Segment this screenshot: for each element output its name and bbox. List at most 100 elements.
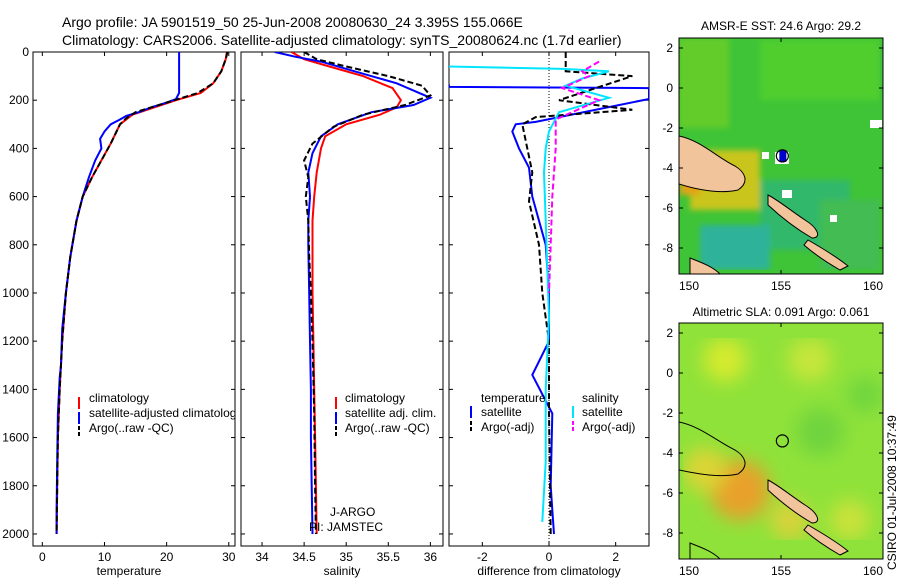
legend-label-satellite: satellite adj. clim.: [345, 406, 436, 420]
figure-title-line2: Climatology: CARS2006. Satellite-adjuste…: [62, 32, 622, 48]
x-tick-label: 0: [546, 550, 553, 564]
sla-high-patch: [830, 500, 870, 540]
sst-lon-ticks: 150 155 160: [678, 38, 884, 293]
bougainville-land: [767, 194, 819, 239]
series-line-climatology: [55, 52, 228, 535]
difference-series: [449, 52, 649, 535]
sla-lon-ticks: 150 155 160: [678, 323, 884, 578]
x-tick-label: 34: [255, 550, 269, 564]
legend-label-argo: Argo(..raw -QC): [345, 421, 430, 435]
lat-tick-label: -4: [662, 446, 673, 460]
lon-tick-label: 150: [679, 564, 699, 578]
depth-tick-label: 1000: [2, 286, 29, 300]
sst-map-field: [679, 38, 883, 274]
lon-tick-label: 160: [863, 564, 883, 578]
temperature-plot-frame: [32, 51, 236, 547]
series-line-temperature-argo: [521, 52, 633, 535]
legend-label-satellite: satellite-adjusted climatology: [89, 406, 242, 420]
x-tick-label: 36: [424, 550, 438, 564]
sst-patch: [679, 38, 729, 128]
sla-map-panel: Altimetric SLA: 0.091 Argo: 0.061: [662, 305, 884, 578]
x-tick-label: 20: [160, 550, 174, 564]
lat-tick-label: 0: [666, 366, 673, 380]
lat-tick-label: -4: [662, 161, 673, 175]
legend-title-temperature: temperature: [481, 391, 546, 405]
pi-label: PI: JAMSTEC: [309, 520, 383, 534]
lat-tick-label: 0: [666, 81, 673, 95]
series-line-climatology: [291, 52, 403, 535]
argo-location-marker: [775, 149, 789, 163]
series-line-satellite: [55, 52, 181, 534]
x-tick-label: 35: [340, 550, 354, 564]
depth-tick-label: 1200: [2, 334, 29, 348]
depth-tick-label: 2000: [2, 527, 29, 541]
depth-tick-label: 1400: [2, 382, 29, 396]
sst-patch: [760, 40, 880, 100]
lon-tick-label: 150: [679, 279, 699, 293]
x-tick-label: -2: [477, 550, 488, 564]
lon-tick-label: 155: [771, 564, 791, 578]
lon-tick-label: 160: [863, 279, 883, 293]
series-line-satellite: [274, 52, 433, 535]
legend-label-temp-satellite: satellite: [481, 405, 522, 419]
sla-map-title: Altimetric SLA: 0.091 Argo: 0.061: [693, 305, 870, 319]
lat-tick-label: -2: [662, 121, 673, 135]
sla-land: [679, 421, 849, 559]
bougainville-land: [767, 479, 819, 524]
depth-tick-label: 400: [9, 141, 29, 155]
depth-tick-label: 1600: [2, 431, 29, 445]
jargo-label: J-ARGO: [330, 505, 375, 519]
lat-tick-label: 2: [666, 41, 673, 55]
sst-map-panel: AMSR-E SST: 24.6 Argo: 29.2: [662, 19, 884, 293]
sst-lat-ticks: 2 0 -2 -4 -6 -8: [662, 41, 883, 255]
sst-cool-patch: [700, 225, 770, 270]
sst-land: [679, 135, 849, 274]
argo-location-marker: [775, 434, 789, 448]
cloud-gap: [870, 120, 882, 128]
temperature-axis-ticks: 0 10 20 30: [39, 52, 236, 564]
series-line-temperature-satellite: [449, 84, 649, 535]
solomon-land: [803, 239, 849, 271]
cloud-gap: [782, 190, 792, 198]
depth-tick-label: 1800: [2, 479, 29, 493]
legend-label-climatology: climatology: [89, 391, 149, 405]
lat-tick-label: -6: [662, 201, 673, 215]
south-coast: [689, 542, 721, 559]
sla-lat-ticks: 2 0 -2 -4 -6 -8: [662, 326, 883, 540]
legend-label-climatology: climatology: [345, 391, 405, 405]
legend-label-argo: Argo(..raw -QC): [89, 421, 174, 435]
salinity-panel: 34 34.5 35 35.5 36 salinity climatology sate…: [240, 51, 444, 578]
argo-sst-cell: [779, 149, 787, 162]
temperature-series: [55, 52, 229, 535]
cloud-gap: [830, 215, 837, 222]
lat-tick-label: 2: [666, 326, 673, 340]
salinity-axis-ticks: 34 34.5 35 35.5 36: [255, 52, 437, 564]
series-line-salinity-argo: [548, 60, 602, 294]
series-line-argo: [303, 52, 433, 535]
sla-map-field: [679, 323, 883, 559]
credit-label: CSIRO 01-Jul-2008 10:37:49: [885, 415, 899, 570]
temperature-axis-label: temperature: [97, 564, 162, 578]
depth-tick-label: 800: [9, 238, 29, 252]
cloud-gap: [762, 152, 769, 159]
sla-anomalies: [683, 338, 883, 540]
lat-tick-label: -2: [662, 406, 673, 420]
sla-low-patch: [796, 408, 844, 456]
temperature-panel: 0 200 400 600 800 1000 1200 1400 1600 1800 2000 0 1…: [2, 45, 242, 578]
salinity-depth-ticks: [241, 51, 443, 535]
new-britain-land: [679, 135, 746, 193]
depth-tick-label: 200: [9, 93, 29, 107]
x-tick-label: 2: [612, 550, 619, 564]
difference-legend: temperature satellite Argo(-adj) salinit…: [470, 391, 635, 434]
x-tick-label: 0: [39, 550, 46, 564]
legend-title-salinity: salinity: [582, 391, 619, 405]
salinity-legend: climatology satellite adj. clim. Argo(..…: [309, 391, 436, 534]
sla-high-patch: [683, 448, 727, 492]
depth-axis-ticks: 0 200 400 600 800 1000 1200 1400 1600 1800 2000: [2, 45, 235, 541]
difference-depth-ticks: [449, 51, 649, 535]
x-tick-label: 34.5: [292, 550, 316, 564]
lat-tick-label: -6: [662, 486, 673, 500]
sla-high-patch: [788, 338, 832, 382]
series-line-argo: [55, 52, 229, 535]
